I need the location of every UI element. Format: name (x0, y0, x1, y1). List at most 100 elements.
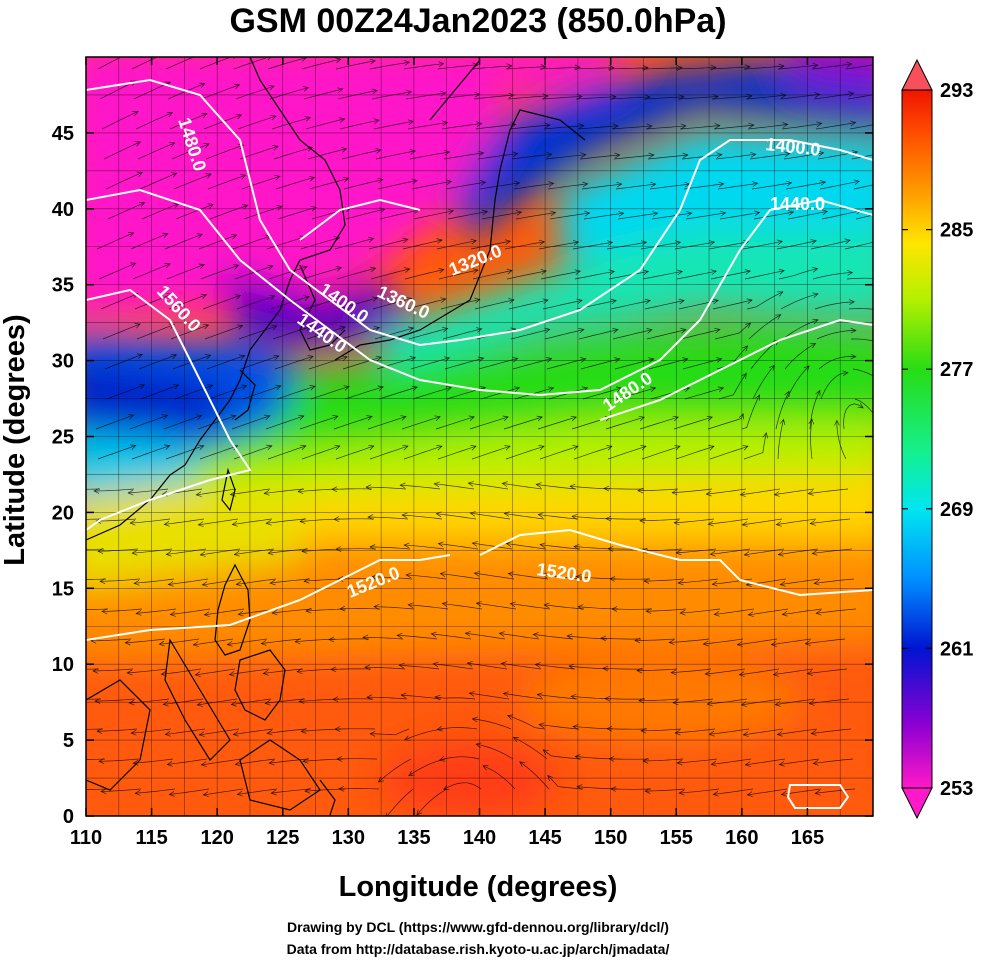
streamline (574, 546, 615, 550)
streamline (243, 205, 283, 220)
streamline-arrowhead (639, 517, 646, 524)
streamline (744, 270, 785, 280)
streamline-arrowhead (704, 670, 711, 677)
streamline-arrowhead (443, 784, 450, 790)
streamline-arrowhead (201, 581, 208, 587)
streamline (641, 445, 681, 460)
contour-label: 1440.0 (770, 194, 825, 214)
streamline-arrowhead (519, 761, 526, 767)
streamline (138, 354, 177, 370)
streamline (814, 301, 855, 310)
streamline (443, 782, 482, 790)
streamline (742, 241, 783, 250)
streamline-arrowhead (815, 609, 822, 616)
streamline (567, 635, 608, 640)
streamline (542, 299, 583, 310)
streamline-arrowhead (464, 631, 471, 637)
streamline (481, 211, 522, 220)
streamline (332, 698, 374, 700)
streamline-arrowhead (510, 122, 517, 128)
streamline (308, 356, 348, 370)
streamline (577, 125, 618, 130)
streamline (810, 419, 813, 460)
streamline-arrowhead (411, 385, 418, 392)
plot-area: 1480.0 1560.0 1400.0 1440.0 1360.0 1320.… (86, 57, 892, 816)
streamline (342, 356, 382, 370)
streamline-arrowhead (646, 328, 653, 334)
streamline-arrowhead (264, 414, 271, 421)
streamline (436, 240, 477, 250)
streamline (101, 111, 139, 130)
streamline-arrowhead (808, 700, 815, 706)
streamline-arrowhead (606, 445, 613, 451)
streamline (411, 181, 452, 190)
streamline (368, 238, 408, 250)
streamline-arrowhead (712, 791, 719, 797)
streamline (129, 414, 168, 430)
streamline (199, 728, 240, 736)
streamline (748, 314, 781, 340)
streamline (508, 299, 549, 310)
streamline-arrowhead (168, 142, 176, 148)
streamline (237, 788, 278, 795)
streamline (643, 96, 684, 100)
streamline (779, 758, 820, 765)
streamline-arrowhead (573, 544, 580, 550)
streamline (240, 355, 279, 370)
streamline-arrowhead (674, 240, 682, 246)
streamline-arrowhead (782, 122, 789, 128)
streamline-arrowhead (127, 414, 135, 420)
streamline (504, 513, 545, 520)
streamline-arrowhead (301, 265, 308, 271)
streamline-arrowhead (708, 445, 715, 451)
streamline-arrowhead (263, 490, 270, 496)
streamline-arrowhead (136, 171, 144, 177)
streamline (851, 338, 873, 342)
map-grid (86, 57, 873, 816)
streamline (706, 488, 747, 495)
streamline-arrowhead (576, 93, 583, 100)
streamline-arrowhead (270, 115, 277, 121)
streamline (331, 488, 373, 490)
streamline-arrowhead (514, 180, 521, 187)
streamline-arrowhead (811, 550, 818, 556)
streamline-arrowhead (332, 415, 339, 421)
streamline (714, 322, 751, 340)
streamline (204, 325, 243, 340)
streamline (617, 212, 658, 220)
streamline (267, 728, 308, 734)
streamline (709, 66, 750, 70)
streamline (374, 327, 414, 340)
streamline (370, 268, 410, 280)
streamline-arrowhead (267, 549, 274, 556)
streamline (818, 356, 856, 370)
streamline-arrowhead (709, 550, 716, 557)
streamline (270, 296, 310, 310)
streamline (780, 293, 818, 310)
streamline-arrowhead (373, 603, 380, 610)
streamline (377, 180, 418, 190)
streamline (473, 94, 514, 100)
streamline (408, 328, 448, 340)
streamline-arrowhead (886, 150, 892, 155)
streamline-arrowhead (335, 546, 342, 552)
streamline-arrowhead (769, 364, 775, 371)
streamline-arrowhead (275, 384, 282, 391)
streamline-arrowhead (472, 268, 479, 274)
streamline (366, 486, 407, 490)
streamline-arrowhead (680, 328, 687, 334)
streamline-arrowhead (600, 635, 607, 642)
streamline (810, 518, 851, 524)
streamline-arrowhead (196, 701, 203, 707)
streamline-arrowhead (467, 481, 474, 487)
streamline-arrowhead (128, 699, 135, 706)
streamline-arrowhead (298, 698, 305, 704)
streamline-arrowhead (718, 181, 725, 188)
streamline (812, 272, 853, 280)
streamline (472, 718, 512, 730)
streamline-arrowhead (781, 611, 788, 617)
streamline-arrowhead (576, 298, 583, 305)
streamline-arrowhead (206, 384, 214, 390)
streamline-arrowhead (708, 730, 715, 737)
streamline-arrowhead (642, 269, 650, 276)
